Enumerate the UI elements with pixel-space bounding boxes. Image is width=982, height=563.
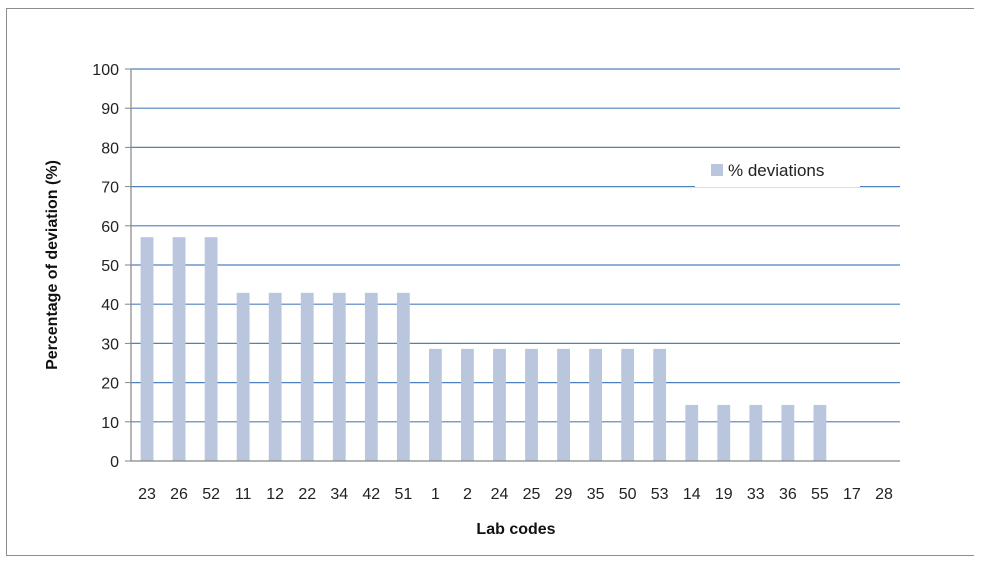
axes: [130, 69, 900, 462]
x-tick-label: 25: [523, 486, 541, 503]
bar: [621, 348, 635, 461]
bar: [204, 237, 218, 461]
y-axis-title: Percentage of deviation (%): [44, 160, 61, 370]
x-tick-label: 34: [330, 486, 348, 503]
bar: [332, 292, 346, 461]
chart-frame: [6, 8, 974, 556]
bar: [493, 348, 506, 461]
bar: [396, 292, 410, 461]
x-tick-label: 36: [779, 486, 797, 503]
gridlines: [125, 68, 900, 462]
bar: [749, 404, 763, 461]
legend-swatch: [711, 164, 723, 176]
bars: [140, 237, 827, 461]
bar: [557, 348, 570, 461]
bar: [300, 292, 314, 461]
bar: [364, 292, 378, 461]
x-tick-label: 12: [266, 486, 284, 503]
x-tick-label: 17: [843, 486, 861, 503]
y-tick-label: 90: [101, 101, 119, 118]
x-tick-label: 55: [811, 486, 829, 503]
y-tick-label: 50: [101, 258, 119, 275]
bar: [685, 404, 699, 461]
bar: [428, 348, 442, 461]
bar: [717, 404, 731, 461]
y-tick-label: 0: [110, 454, 119, 471]
x-tick-label: 33: [747, 486, 765, 503]
x-tick-label: 51: [394, 486, 412, 503]
y-tick-labels: 0 10 20 30 40 50 60 70 80 90 100: [92, 62, 119, 471]
x-tick-label: 42: [362, 486, 380, 503]
legend: % deviations: [695, 153, 860, 187]
bar: [653, 348, 667, 461]
x-tick-label: 11: [235, 486, 252, 503]
x-tick-label: 26: [170, 486, 188, 503]
y-tick-label: 10: [101, 415, 119, 432]
bar: [140, 237, 154, 461]
x-tick-label: 53: [651, 486, 669, 503]
y-tick-label: 70: [101, 180, 119, 197]
x-tick-label: 23: [138, 486, 156, 503]
bar: [172, 237, 186, 461]
x-tick-label: 22: [298, 486, 316, 503]
y-tick-label: 30: [101, 336, 119, 353]
bar: [236, 292, 250, 461]
y-tick-label: 40: [101, 297, 119, 314]
x-tick-label: 52: [202, 486, 220, 503]
y-tick-label: 100: [92, 62, 119, 79]
y-tick-label: 60: [101, 219, 119, 236]
x-tick-label: 14: [683, 486, 701, 503]
x-tick-label: 2: [463, 486, 472, 503]
legend-label: % deviations: [728, 161, 824, 180]
bar: [268, 292, 282, 461]
x-tick-label: 19: [715, 486, 733, 503]
bar: [525, 348, 538, 461]
x-tick-label: 1: [431, 486, 440, 503]
bar: [589, 348, 603, 461]
y-tick-label: 80: [101, 140, 119, 157]
x-tick-label: 28: [875, 486, 893, 503]
bar: [461, 348, 474, 461]
x-tick-labels: 23 26 52 11 12 22 34 42 51 1 2 24 25 29 35 50 53 14 19 33 36…: [138, 486, 893, 503]
x-tick-label: 50: [619, 486, 637, 503]
bar: [781, 404, 795, 461]
y-tick-label: 20: [101, 376, 119, 393]
bar: [813, 404, 827, 461]
x-tick-label: 24: [491, 486, 509, 503]
x-tick-label: 35: [587, 486, 605, 503]
x-axis-title: Lab codes: [476, 521, 555, 538]
x-tick-label: 29: [555, 486, 573, 503]
